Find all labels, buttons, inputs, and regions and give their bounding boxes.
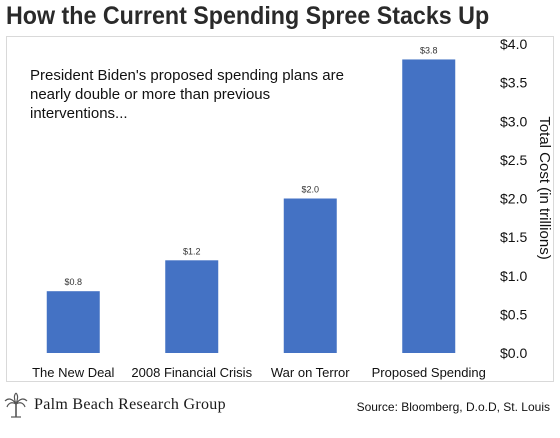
category-label: War on Terror [271,365,350,380]
bar [46,291,100,353]
y-tick-label: $2.0 [500,191,527,207]
bar [165,260,219,353]
chart-frame [6,36,554,382]
footer: Palm Beach Research Group Source: Bloomb… [0,388,560,438]
source-note: Source: Bloomberg, D.o.D, St. Louis [356,400,550,414]
bar [283,198,337,353]
chart-title: How the Current Spending Spree Stacks Up [6,2,490,30]
y-tick-label: $3.5 [500,75,527,91]
y-tick-label: $0.0 [500,345,527,361]
y-tick-label: $2.5 [500,152,527,168]
brand-logo: Palm Beach Research Group [4,392,226,418]
data-label: $1.2 [183,246,201,256]
y-tick-label: $1.0 [500,268,527,284]
data-label: $0.8 [64,277,82,287]
chart-annotation: President Biden's proposed spending plan… [30,67,344,122]
y-axis-title: Total Cost (in trillions) [536,116,553,259]
data-label: $3.8 [420,45,438,55]
y-tick-label: $0.5 [500,306,527,322]
category-label: Proposed Spending [372,365,486,380]
bar [402,59,456,353]
bar-chart: $0.8 The New Deal $1.2 2008 Financial Crisi… [32,36,553,380]
palm-tree-icon [4,392,28,418]
y-tick-label: $3.0 [500,113,527,129]
category-label: The New Deal [32,365,114,380]
brand-name: Palm Beach Research Group [34,396,226,413]
y-tick-label: $4.0 [500,36,527,52]
category-label: 2008 Financial Crisis [131,365,252,380]
y-tick-label: $1.5 [500,229,527,245]
data-label: $2.0 [301,185,319,195]
